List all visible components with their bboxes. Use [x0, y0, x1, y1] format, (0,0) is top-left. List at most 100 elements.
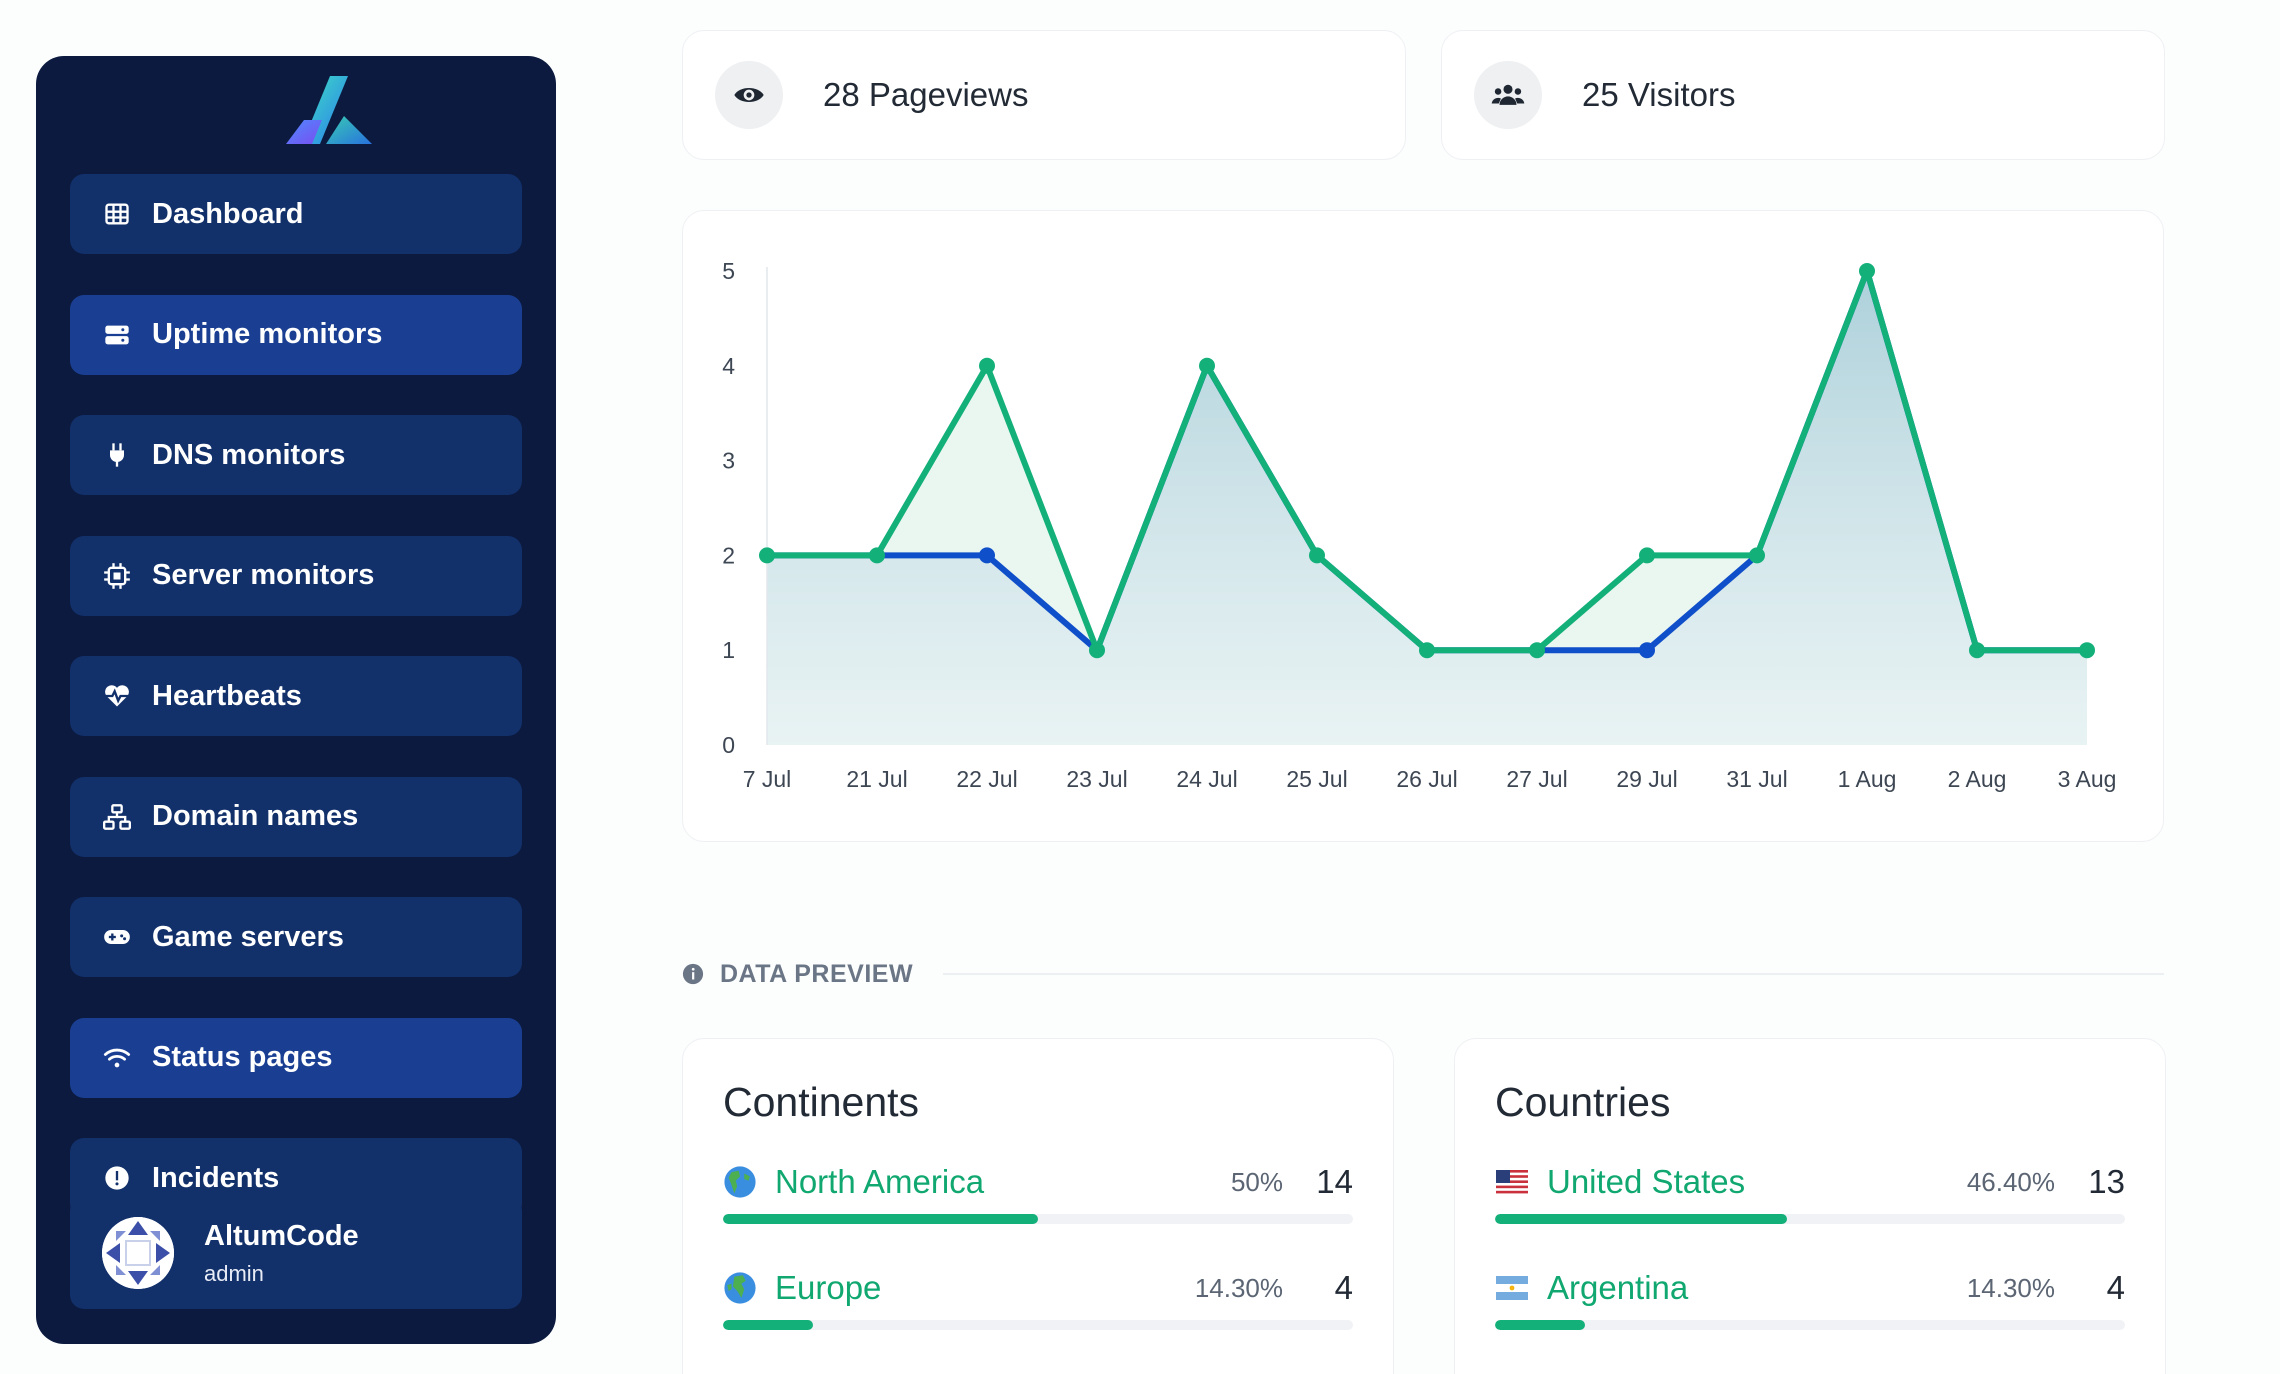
progress-fill	[723, 1320, 814, 1330]
gamepad-icon	[102, 922, 132, 952]
data-point	[1089, 642, 1105, 659]
list-item[interactable]: United States 46.40% 13	[1495, 1162, 2125, 1224]
data-point	[1529, 642, 1545, 659]
x-tick-label: 23 Jul	[1066, 766, 1127, 792]
continent-name[interactable]: Europe	[775, 1269, 882, 1306]
sidebar: Dashboard Uptime monitors DNS monitors S…	[36, 56, 556, 1344]
x-tick-label: 7 Jul	[743, 766, 792, 792]
progress-fill	[1495, 1214, 1788, 1224]
user-name: AltumCode	[204, 1219, 359, 1252]
list-item[interactable]: Europe 14.30% 4	[723, 1268, 1353, 1330]
continent-percent: 50%	[1230, 1166, 1283, 1197]
country-percent: 46.40%	[1966, 1166, 2055, 1197]
data-point	[1419, 642, 1435, 659]
series-area-fill	[767, 271, 2087, 745]
us-flag-icon	[1495, 1165, 1529, 1199]
country-name[interactable]: United States	[1547, 1163, 1746, 1200]
x-tick-label: 25 Jul	[1286, 766, 1347, 792]
plug-icon	[102, 440, 132, 470]
continents-card: Continents North America 50% 14 Europe 1…	[682, 1038, 1394, 1374]
sidebar-item-status-pages[interactable]: Status pages	[70, 1017, 522, 1098]
sidebar-item-label: DNS monitors	[152, 438, 346, 471]
visitors-count: 25 Visitors	[1582, 76, 1736, 113]
eye-icon	[715, 61, 783, 129]
sidebar-item-dashboard[interactable]: Dashboard	[70, 174, 522, 254]
sidebar-nav: Dashboard Uptime monitors DNS monitors S…	[70, 174, 522, 1246]
sidebar-item-label: Server monitors	[152, 559, 375, 591]
sidebar-item-uptime-monitors[interactable]: Uptime monitors	[70, 294, 522, 375]
y-tick-label: 0	[722, 732, 735, 758]
y-tick-label: 5	[722, 258, 735, 284]
x-tick-label: 24 Jul	[1176, 766, 1237, 792]
country-count: 4	[2106, 1269, 2125, 1306]
visitors-card: 25 Visitors	[1441, 30, 2165, 160]
continent-name[interactable]: North America	[775, 1163, 985, 1200]
sidebar-item-label: Domain names	[152, 800, 359, 832]
x-tick-label: 3 Aug	[2058, 766, 2117, 792]
y-tick-label: 2	[722, 542, 735, 568]
table-icon	[102, 199, 132, 229]
x-tick-label: 1 Aug	[1838, 766, 1897, 792]
sidebar-item-label: Uptime monitors	[152, 318, 383, 350]
globe-americas-icon	[723, 1165, 757, 1199]
sidebar-item-game-servers[interactable]: Game servers	[70, 897, 522, 977]
data-point	[1639, 547, 1655, 564]
country-count: 13	[2088, 1163, 2125, 1200]
network-icon	[102, 802, 132, 832]
pageviews-card: 28 Pageviews	[682, 30, 1406, 160]
x-tick-label: 27 Jul	[1506, 766, 1567, 792]
user-menu[interactable]: AltumCode admin	[70, 1197, 522, 1309]
traffic-chart-svg: 0 1 2 3 4 5 7 Jul 21 Jul 22 Jul 23 Jul 24 Jul 25 Ju…	[722, 258, 2117, 792]
progress-fill	[723, 1214, 1038, 1224]
continent-count: 14	[1316, 1163, 1353, 1200]
y-tick-label: 3	[722, 448, 735, 474]
sidebar-item-label: Dashboard	[152, 197, 304, 230]
exclamation-icon	[102, 1163, 132, 1193]
countries-title: Countries	[1495, 1079, 1671, 1125]
progress-fill	[1495, 1320, 1586, 1330]
data-point	[869, 547, 885, 564]
list-item[interactable]: North America 50% 14	[723, 1162, 1353, 1224]
sidebar-item-domain-names[interactable]: Domain names	[70, 776, 522, 857]
data-point	[759, 547, 775, 564]
chip-icon	[102, 561, 132, 591]
data-point	[979, 357, 995, 374]
progress-track	[1495, 1214, 2125, 1224]
data-point	[1199, 357, 1215, 374]
progress-track	[723, 1320, 1353, 1330]
x-tick-label: 2 Aug	[1948, 766, 2007, 792]
data-point	[1969, 642, 1985, 659]
countries-card: Countries United States 46.40% 13 Argent…	[1454, 1038, 2166, 1374]
x-tick-label: 21 Jul	[846, 766, 907, 792]
continent-percent: 14.30%	[1194, 1272, 1283, 1303]
data-point	[1749, 547, 1765, 564]
country-name[interactable]: Argentina	[1547, 1269, 1689, 1306]
pageviews-count: 28 Pageviews	[823, 76, 1029, 113]
x-tick-label: 26 Jul	[1396, 766, 1457, 792]
continent-count: 4	[1334, 1269, 1353, 1306]
x-tick-label: 31 Jul	[1726, 766, 1787, 792]
continents-title: Continents	[723, 1079, 920, 1125]
sidebar-item-label: Incidents	[152, 1161, 280, 1194]
wifi-icon	[102, 1043, 132, 1073]
progress-track	[723, 1214, 1353, 1224]
data-point	[979, 547, 995, 564]
data-point	[1859, 263, 1875, 279]
heart-pulse-icon	[102, 681, 132, 711]
sidebar-item-heartbeats[interactable]: Heartbeats	[70, 656, 522, 736]
users-icon	[1474, 61, 1542, 129]
sidebar-item-label: Status pages	[152, 1041, 333, 1073]
y-tick-label: 4	[722, 353, 735, 379]
traffic-chart: 0 1 2 3 4 5 7 Jul 21 Jul 22 Jul 23 Jul 24 Jul 25 Ju…	[682, 210, 2164, 842]
sidebar-item-dns-monitors[interactable]: DNS monitors	[70, 415, 522, 495]
divider	[943, 973, 2164, 975]
section-title: DATA PREVIEW	[720, 959, 914, 988]
sidebar-item-server-monitors[interactable]: Server monitors	[70, 535, 522, 616]
list-item[interactable]: Argentina 14.30% 4	[1495, 1268, 2125, 1330]
user-info: AltumCode admin	[204, 1220, 359, 1287]
progress-track	[1495, 1320, 2125, 1330]
app-logo[interactable]	[282, 64, 382, 154]
x-tick-label: 22 Jul	[956, 766, 1017, 792]
argentina-flag-icon	[1495, 1271, 1529, 1305]
x-tick-label: 29 Jul	[1616, 766, 1677, 792]
